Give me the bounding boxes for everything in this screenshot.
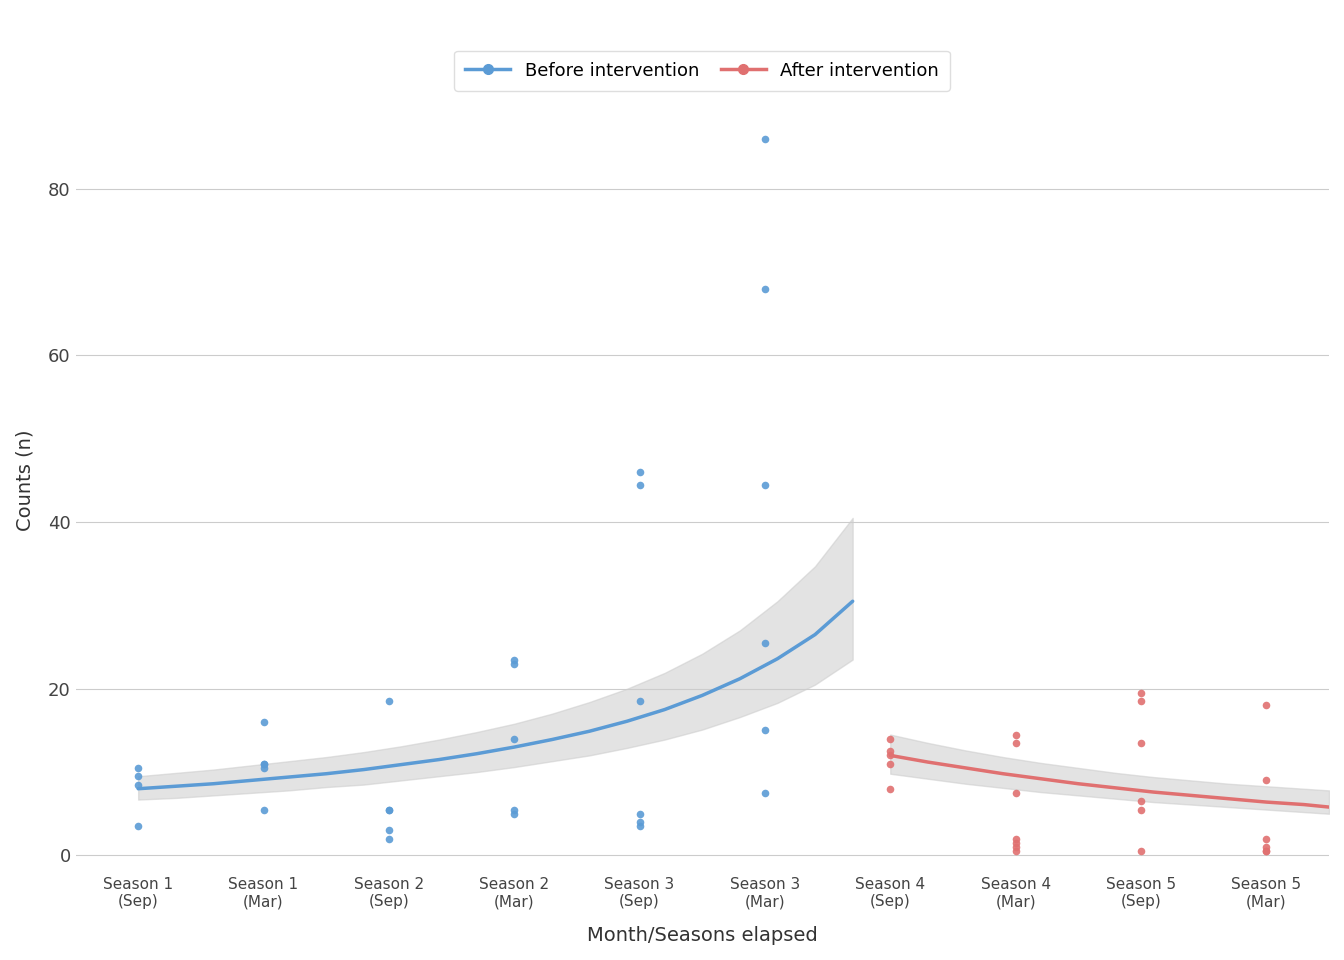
Point: [1255, 698, 1277, 713]
Point: [504, 656, 526, 671]
Point: [754, 785, 775, 801]
Point: [1130, 794, 1152, 809]
Point: [128, 777, 149, 792]
Point: [378, 823, 399, 838]
Point: [378, 831, 399, 847]
Point: [378, 693, 399, 708]
Point: [754, 132, 775, 147]
Point: [754, 477, 775, 492]
Point: [504, 652, 526, 667]
Point: [1005, 735, 1027, 751]
Point: [1130, 685, 1152, 701]
Point: [253, 802, 274, 817]
Legend: Before intervention, After intervention: Before intervention, After intervention: [454, 51, 950, 90]
Point: [1255, 831, 1277, 847]
Point: [879, 781, 900, 797]
Point: [1255, 844, 1277, 859]
Point: [754, 281, 775, 297]
Point: [1005, 831, 1027, 847]
Point: [1130, 735, 1152, 751]
Point: [629, 693, 650, 708]
Point: [1130, 802, 1152, 817]
Point: [1005, 835, 1027, 851]
Point: [754, 723, 775, 738]
Point: [629, 477, 650, 492]
Point: [754, 636, 775, 651]
Point: [504, 802, 526, 817]
Point: [1005, 844, 1027, 859]
Point: [1255, 773, 1277, 788]
Point: [253, 756, 274, 772]
Point: [128, 819, 149, 834]
Point: [1255, 839, 1277, 854]
Point: [629, 465, 650, 480]
Point: [879, 748, 900, 763]
Point: [378, 802, 399, 817]
Point: [128, 769, 149, 784]
Point: [879, 744, 900, 759]
Point: [1130, 693, 1152, 708]
Point: [1005, 785, 1027, 801]
Point: [253, 760, 274, 776]
Point: [253, 756, 274, 772]
Point: [1005, 727, 1027, 742]
Point: [629, 806, 650, 822]
Point: [1130, 844, 1152, 859]
Point: [253, 714, 274, 730]
Point: [128, 760, 149, 776]
Point: [1005, 839, 1027, 854]
Point: [879, 732, 900, 747]
Point: [504, 806, 526, 822]
Point: [629, 814, 650, 829]
Point: [629, 819, 650, 834]
Point: [1255, 844, 1277, 859]
Point: [378, 802, 399, 817]
Y-axis label: Counts (n): Counts (n): [15, 430, 34, 531]
Point: [879, 756, 900, 772]
Point: [504, 732, 526, 747]
X-axis label: Month/Seasons elapsed: Month/Seasons elapsed: [587, 926, 817, 945]
